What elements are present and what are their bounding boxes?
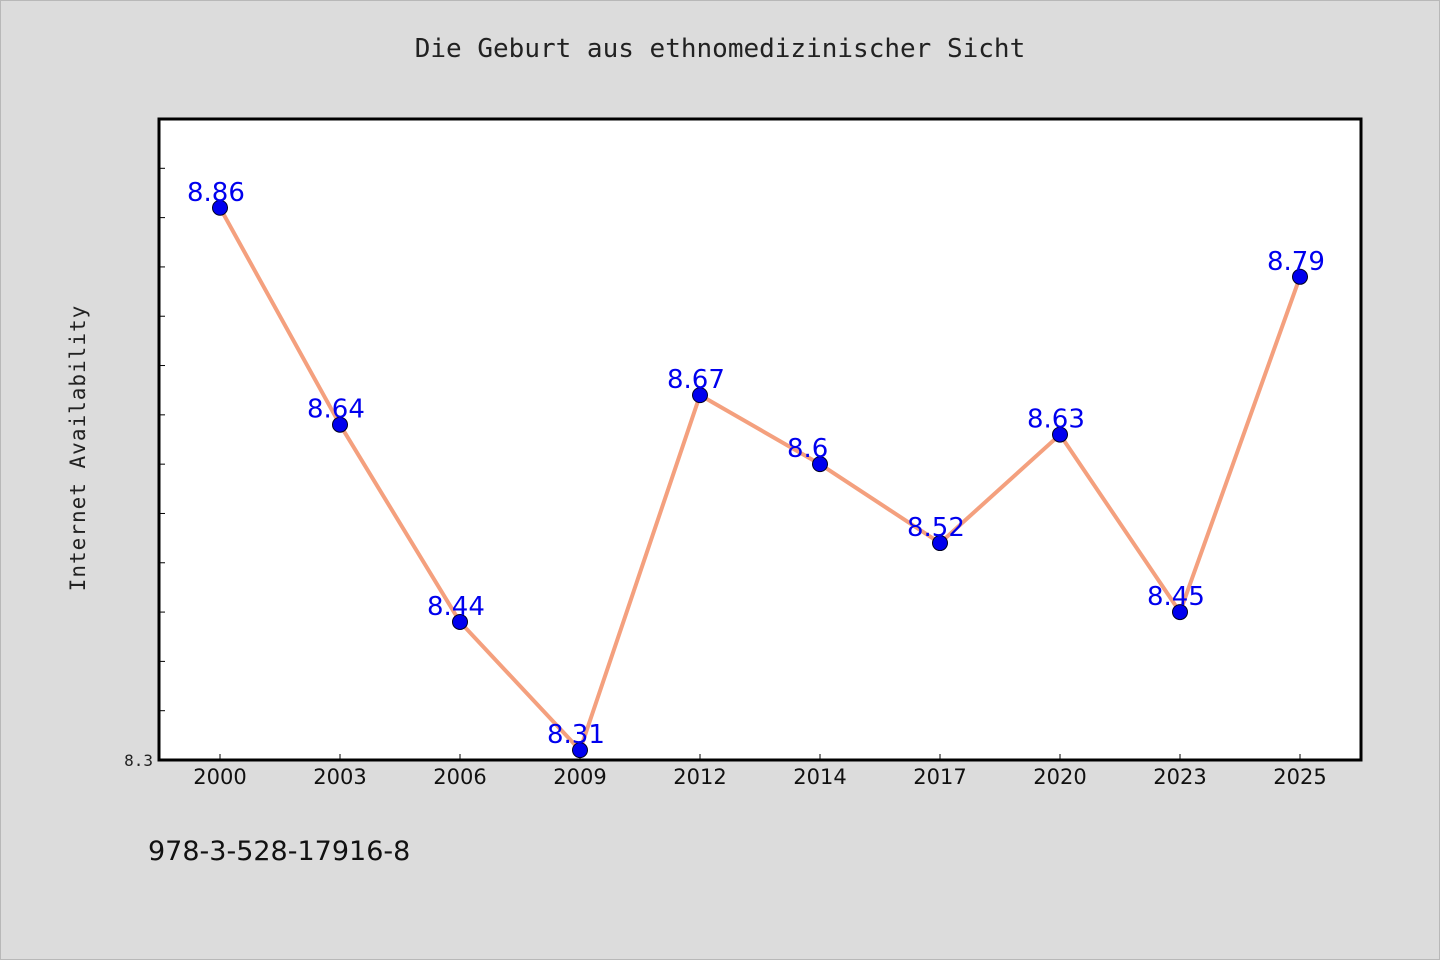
x-tick-label: 2009 bbox=[553, 765, 606, 789]
x-tick-label: 2014 bbox=[793, 765, 846, 789]
data-labels-group: 8.86 8.64 8.44 8.31 8.67 8.6 8.52 8.63 8.45 8.79 bbox=[187, 178, 1325, 750]
data-point bbox=[932, 535, 948, 552]
x-tick-label: 2012 bbox=[673, 765, 726, 789]
x-axis-ticks: 2000 2003 2006 2009 2012 2014 2017 2020 2023 2025 bbox=[193, 754, 1327, 789]
data-point bbox=[332, 416, 348, 433]
data-label: 8.52 bbox=[907, 513, 965, 543]
isbn-text: 978-3-528-17916-8 bbox=[148, 836, 411, 867]
data-point bbox=[1172, 604, 1188, 621]
data-label: 8.6 bbox=[787, 434, 828, 464]
data-label: 8.64 bbox=[307, 395, 365, 425]
data-point bbox=[452, 613, 468, 630]
chart-title: Die Geburt aus ethnomedizinischer Sicht bbox=[414, 34, 1026, 64]
data-label: 8.63 bbox=[1027, 405, 1085, 435]
data-label: 8.45 bbox=[1147, 582, 1205, 612]
y-tick-label: 8.3 bbox=[124, 751, 153, 770]
data-point bbox=[692, 387, 708, 404]
x-tick-label: 2003 bbox=[313, 765, 366, 789]
series-line bbox=[218, 205, 1302, 753]
y-axis-ticks: 8.3 bbox=[124, 118, 165, 770]
data-label: 8.31 bbox=[547, 720, 605, 750]
x-tick-label: 2006 bbox=[433, 765, 486, 789]
x-tick-label: 2023 bbox=[1153, 765, 1206, 789]
x-tick-label: 2025 bbox=[1273, 765, 1326, 789]
series-group bbox=[212, 199, 1308, 759]
data-point bbox=[212, 199, 228, 216]
data-point bbox=[1052, 426, 1068, 443]
data-label: 8.86 bbox=[187, 178, 245, 208]
data-label: 8.79 bbox=[1267, 247, 1325, 277]
data-label: 8.44 bbox=[427, 592, 485, 622]
x-tick-label: 2000 bbox=[193, 765, 246, 789]
x-tick-label: 2017 bbox=[913, 765, 966, 789]
x-tick-label: 2020 bbox=[1033, 765, 1086, 789]
data-point bbox=[1292, 268, 1308, 285]
data-label: 8.67 bbox=[667, 365, 725, 395]
data-point bbox=[812, 456, 828, 473]
plot-area bbox=[157, 117, 1363, 762]
data-point bbox=[572, 742, 588, 759]
